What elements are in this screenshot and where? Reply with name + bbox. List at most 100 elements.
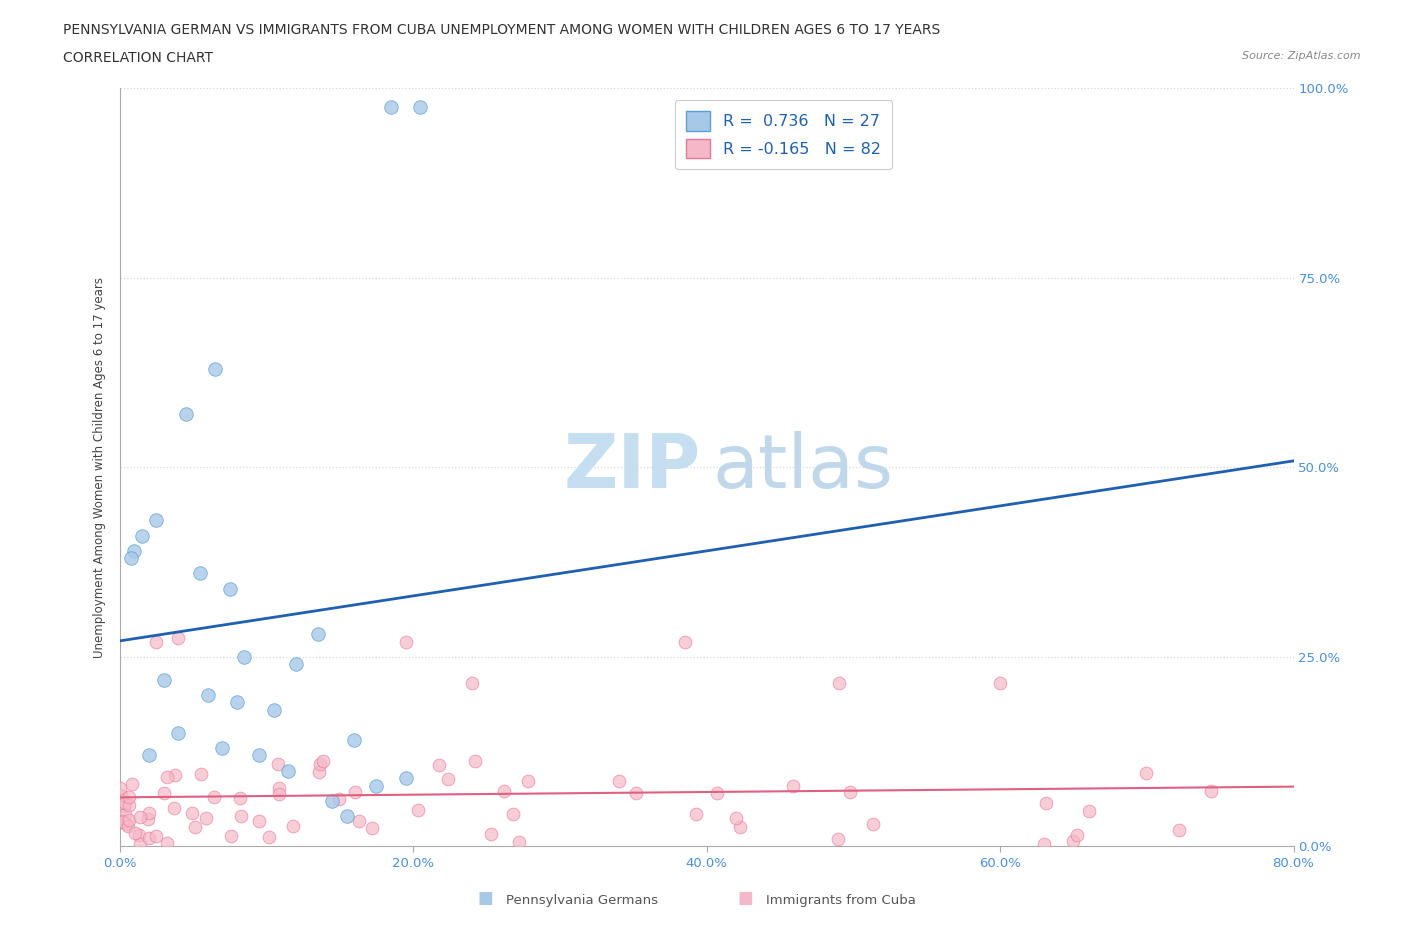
Point <box>308 764 330 779</box>
Point <box>380 100 402 114</box>
Point <box>724 810 747 825</box>
Point <box>188 566 211 581</box>
Point <box>218 581 240 596</box>
Point <box>131 528 153 543</box>
Point <box>195 811 218 826</box>
Point <box>174 406 197 421</box>
Point <box>118 790 141 804</box>
Point <box>145 634 167 649</box>
Point <box>626 786 648 801</box>
Point <box>1062 834 1084 849</box>
Point <box>508 834 530 849</box>
Point <box>128 828 150 843</box>
Point <box>233 649 256 664</box>
Legend: R =  0.736   N = 27, R = -0.165   N = 82: R = 0.736 N = 27, R = -0.165 N = 82 <box>675 100 893 169</box>
Point <box>1168 823 1191 838</box>
Point <box>347 814 370 829</box>
Point <box>247 748 270 763</box>
Point <box>408 803 430 817</box>
Point <box>988 676 1011 691</box>
Point <box>336 808 359 823</box>
Point <box>673 634 696 649</box>
Point <box>163 801 186 816</box>
Point <box>344 784 367 799</box>
Point <box>184 819 207 834</box>
Point <box>219 829 242 844</box>
Text: CORRELATION CHART: CORRELATION CHART <box>63 51 214 65</box>
Point <box>284 657 307 671</box>
Point <box>129 836 152 851</box>
Point <box>118 812 141 827</box>
Point <box>229 809 252 824</box>
Point <box>138 830 160 845</box>
Point <box>460 676 484 691</box>
Point <box>782 778 804 793</box>
Point <box>269 781 291 796</box>
Text: atlas: atlas <box>713 431 893 504</box>
Point <box>117 818 139 833</box>
Point <box>607 774 630 789</box>
Point <box>122 543 145 558</box>
Point <box>138 805 160 820</box>
Point <box>117 797 139 812</box>
Point <box>229 791 252 806</box>
Point <box>128 810 150 825</box>
Text: ZIP: ZIP <box>564 431 700 504</box>
Point <box>1135 765 1157 780</box>
Point <box>429 758 451 773</box>
Point <box>685 806 707 821</box>
Point <box>156 769 179 784</box>
Point <box>257 830 280 844</box>
Point <box>312 753 335 768</box>
Point <box>827 831 849 846</box>
Point <box>706 786 728 801</box>
Point <box>277 763 299 777</box>
Point <box>409 100 432 114</box>
Point <box>395 771 418 786</box>
Point <box>395 634 418 649</box>
Point <box>494 783 516 798</box>
Point <box>827 676 849 691</box>
Point <box>108 780 131 795</box>
Point <box>112 798 135 813</box>
Point <box>112 815 135 830</box>
Point <box>464 753 486 768</box>
Text: ■: ■ <box>737 889 754 907</box>
Point <box>152 672 174 687</box>
Point <box>479 827 502 842</box>
Point <box>153 785 176 800</box>
Text: PENNSYLVANIA GERMAN VS IMMIGRANTS FROM CUBA UNEMPLOYMENT AMONG WOMEN WITH CHILDR: PENNSYLVANIA GERMAN VS IMMIGRANTS FROM C… <box>63 23 941 37</box>
Point <box>190 767 212 782</box>
Point <box>121 777 143 791</box>
Point <box>211 740 233 755</box>
Point <box>225 695 249 710</box>
Point <box>114 795 136 810</box>
Point <box>839 784 862 799</box>
Point <box>249 814 271 829</box>
Point <box>1078 804 1101 818</box>
Point <box>283 818 305 833</box>
Point <box>1199 783 1222 798</box>
Point <box>437 771 460 786</box>
Y-axis label: Unemployment Among Women with Children Ages 6 to 17 years: Unemployment Among Women with Children A… <box>93 277 107 658</box>
Point <box>202 790 225 804</box>
Point <box>167 631 190 645</box>
Point <box>114 807 136 822</box>
Point <box>1066 828 1088 843</box>
Point <box>167 725 190 740</box>
Point <box>180 806 202 821</box>
Point <box>728 819 751 834</box>
Point <box>269 787 291 802</box>
Point <box>516 773 538 788</box>
Point <box>307 627 329 642</box>
Text: Pennsylvania Germans: Pennsylvania Germans <box>506 894 658 907</box>
Point <box>110 788 132 803</box>
Point <box>156 835 179 850</box>
Point <box>361 820 384 835</box>
Point <box>145 829 167 844</box>
Point <box>309 757 332 772</box>
Point <box>267 756 290 771</box>
Text: Source: ZipAtlas.com: Source: ZipAtlas.com <box>1243 51 1361 61</box>
Point <box>366 778 388 793</box>
Point <box>120 551 142 565</box>
